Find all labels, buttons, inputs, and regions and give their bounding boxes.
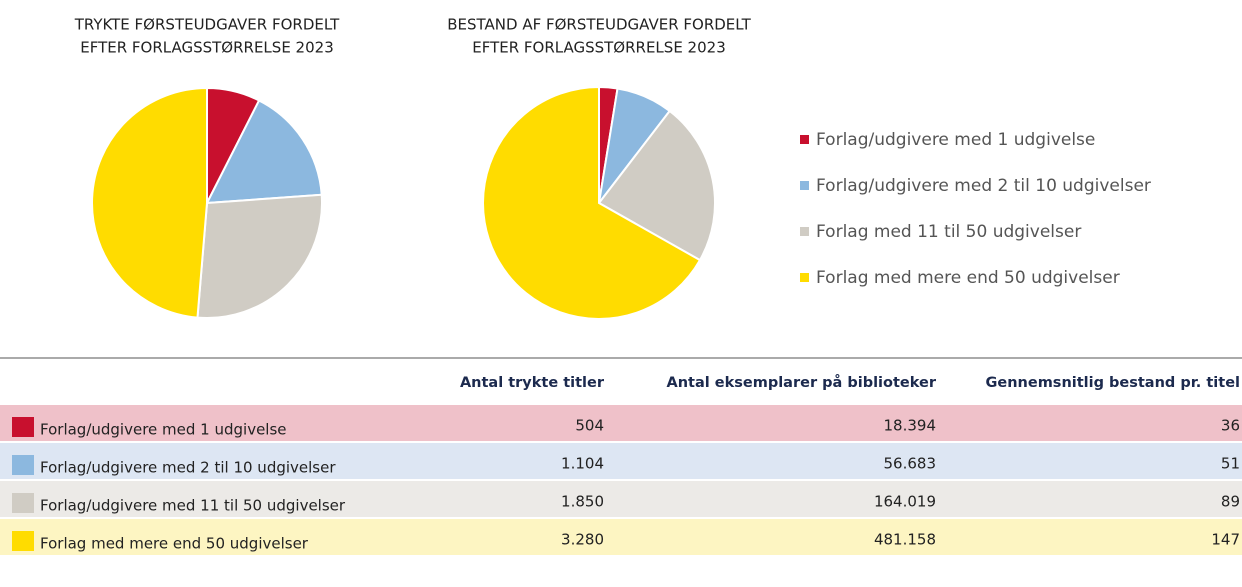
legend-label: Forlag/udgivere med 1 udgivelse bbox=[816, 130, 1095, 150]
table-row bbox=[0, 481, 1242, 517]
table-cell: 164.019 bbox=[874, 493, 936, 511]
table-cell: 481.158 bbox=[874, 531, 936, 549]
chart-title: EFTER FORLAGSSTØRRELSE 2023 bbox=[472, 39, 725, 57]
row-swatch bbox=[12, 531, 34, 551]
legend-swatch bbox=[800, 181, 809, 190]
row-swatch bbox=[12, 455, 34, 475]
table-cell: 504 bbox=[575, 417, 604, 435]
legend-swatch bbox=[800, 273, 809, 282]
chart-title: BESTAND AF FØRSTEUDGAVER FORDELT bbox=[447, 16, 751, 34]
table-cell: 1.850 bbox=[561, 493, 604, 511]
column-header: Antal trykte titler bbox=[460, 375, 605, 391]
legend-label: Forlag/udgivere med 2 til 10 udgivelser bbox=[816, 176, 1151, 196]
chart-title: EFTER FORLAGSSTØRRELSE 2023 bbox=[80, 39, 333, 57]
table-row bbox=[0, 519, 1242, 555]
row-swatch bbox=[12, 417, 34, 437]
table-cell: 36 bbox=[1221, 417, 1240, 435]
pie-slice bbox=[91, 86, 208, 319]
row-label: Forlag/udgivere med 2 til 10 udgivelser bbox=[40, 459, 336, 477]
pie-slice bbox=[597, 109, 716, 262]
table-cell: 89 bbox=[1221, 493, 1240, 511]
table-cell: 18.394 bbox=[884, 417, 937, 435]
legend-label: Forlag med mere end 50 udgivelser bbox=[816, 268, 1120, 288]
table-cell: 56.683 bbox=[884, 455, 937, 473]
table-cell: 51 bbox=[1221, 455, 1240, 473]
column-header: Antal eksemplarer på biblioteker bbox=[667, 374, 937, 391]
row-swatch bbox=[12, 493, 34, 513]
row-label: Forlag/udgivere med 1 udgivelse bbox=[40, 421, 287, 439]
column-header: Gennemsnitlig bestand pr. titel bbox=[985, 375, 1240, 391]
legend-label: Forlag med 11 til 50 udgivelser bbox=[816, 222, 1081, 242]
pie-slice bbox=[482, 85, 702, 320]
table-cell: 1.104 bbox=[561, 455, 604, 473]
table-row bbox=[0, 405, 1242, 441]
row-label: Forlag med mere end 50 udgivelser bbox=[40, 535, 309, 553]
table-row bbox=[0, 443, 1242, 479]
legend-swatch bbox=[800, 135, 809, 144]
table-cell: 3.280 bbox=[561, 531, 604, 549]
pie-slice bbox=[205, 99, 323, 205]
chart-title: TRYKTE FØRSTEUDGAVER FORDELT bbox=[74, 16, 340, 34]
pie-slice bbox=[196, 193, 323, 319]
row-label: Forlag/udgivere med 11 til 50 udgivelser bbox=[40, 497, 346, 515]
legend-swatch bbox=[800, 227, 809, 236]
table-cell: 147 bbox=[1211, 531, 1240, 549]
